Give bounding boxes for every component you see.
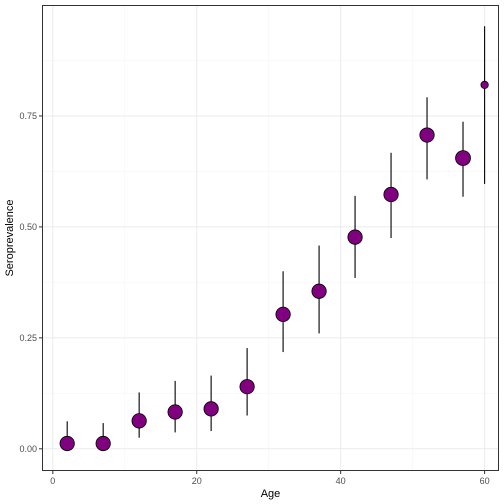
panel-border — [42, 5, 499, 471]
data-point — [480, 80, 489, 89]
x-axis-title: Age — [261, 488, 281, 500]
data-point — [455, 150, 471, 166]
data-point — [59, 435, 75, 452]
data-point — [131, 413, 147, 429]
y-tick-label: 0.50 — [19, 222, 37, 232]
data-layer — [59, 26, 489, 452]
plot-panel — [42, 5, 499, 471]
data-point — [95, 435, 111, 452]
x-tick-label: 40 — [336, 476, 346, 486]
y-axis-title: Seroprevalence — [4, 199, 16, 276]
x-tick-label: 60 — [480, 476, 490, 486]
data-point — [203, 401, 219, 417]
data-point — [275, 306, 291, 322]
x-tick-label: 0 — [50, 476, 55, 486]
data-point — [167, 404, 183, 420]
data-point — [347, 229, 363, 245]
data-point — [239, 379, 255, 395]
y-tick-label: 0.25 — [19, 333, 37, 343]
data-point — [311, 283, 327, 299]
y-tick-label: 0.00 — [19, 444, 37, 454]
data-point — [419, 127, 435, 143]
x-tick-label: 20 — [192, 476, 202, 486]
y-tick-label: 0.75 — [19, 111, 37, 121]
data-point — [383, 186, 399, 203]
grid-lines — [42, 5, 499, 471]
axes: 0 20 40 60 0.00 0.25 0.50 0.75 — [19, 111, 489, 486]
